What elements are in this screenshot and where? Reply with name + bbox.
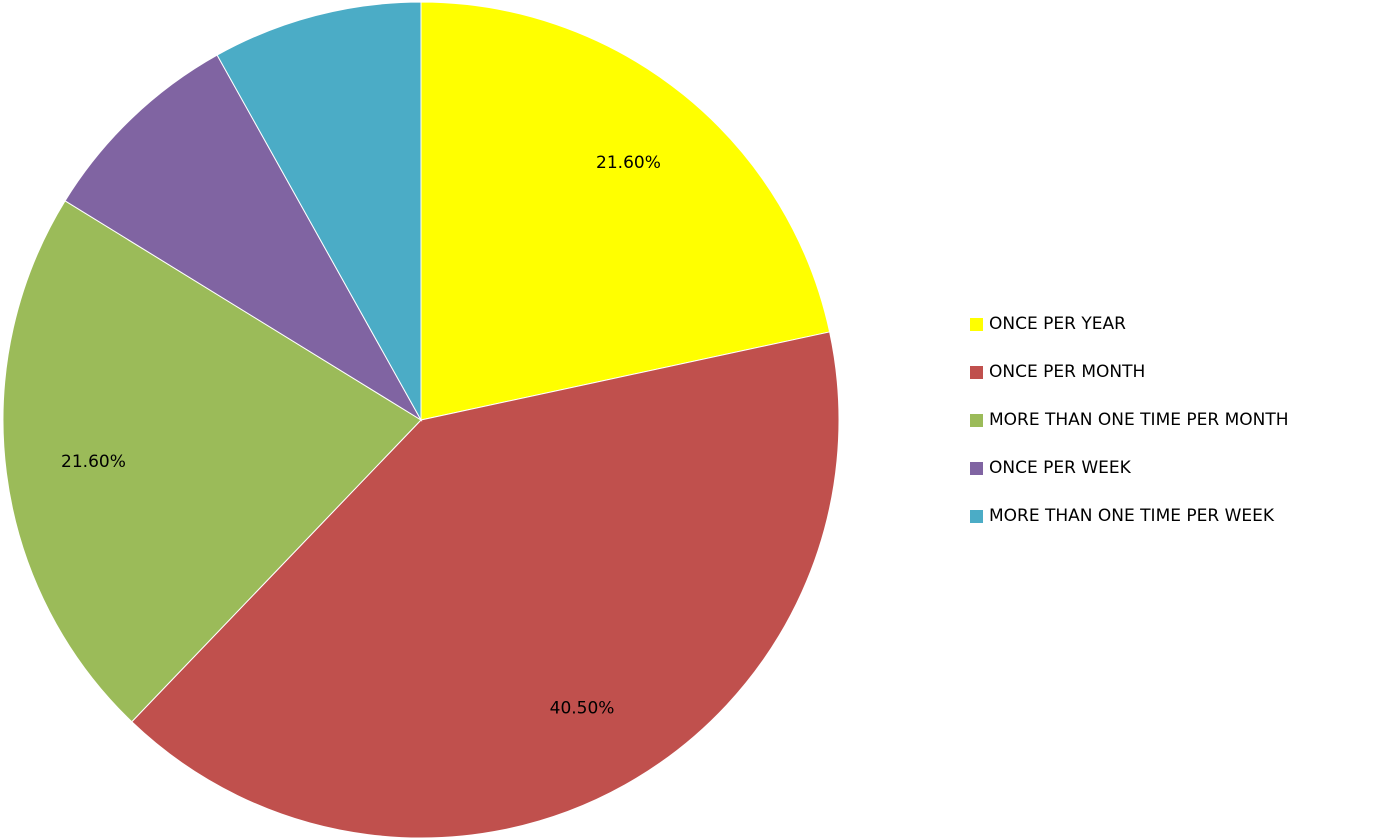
pie-slice-2 xyxy=(131,331,840,839)
legend-label: MORE THAN ONE TIME PER WEEK xyxy=(989,506,1275,526)
legend-swatch xyxy=(970,413,983,427)
data-label-3: 21.60% xyxy=(61,452,126,472)
legend-label: ONCE PER MONTH xyxy=(989,362,1146,382)
pie-slice-1 xyxy=(420,1,831,421)
pie-slice-5 xyxy=(216,1,422,422)
legend-label: ONCE PER YEAR xyxy=(989,314,1126,334)
legend-label: MORE THAN ONE TIME PER MONTH xyxy=(989,410,1289,430)
legend-swatch xyxy=(970,461,983,475)
legend-item: ONCE PER YEAR xyxy=(970,312,1380,336)
legend-item: MORE THAN ONE TIME PER WEEK xyxy=(970,504,1380,528)
legend-swatch xyxy=(970,317,983,331)
legend-label: ONCE PER WEEK xyxy=(989,458,1131,478)
data-label-2: 40.50% xyxy=(550,698,615,718)
legend: ONCE PER YEAR ONCE PER MONTH MORE THAN ONE… xyxy=(970,312,1380,552)
pie-slice-3 xyxy=(2,200,422,723)
legend-swatch xyxy=(970,365,983,379)
data-label-1: 21.60% xyxy=(596,153,661,173)
legend-item: ONCE PER MONTH xyxy=(970,360,1380,384)
legend-item: MORE THAN ONE TIME PER MONTH xyxy=(970,408,1380,432)
pie-slice-4 xyxy=(64,54,423,422)
legend-item: ONCE PER WEEK xyxy=(970,456,1380,480)
legend-swatch xyxy=(970,509,983,523)
